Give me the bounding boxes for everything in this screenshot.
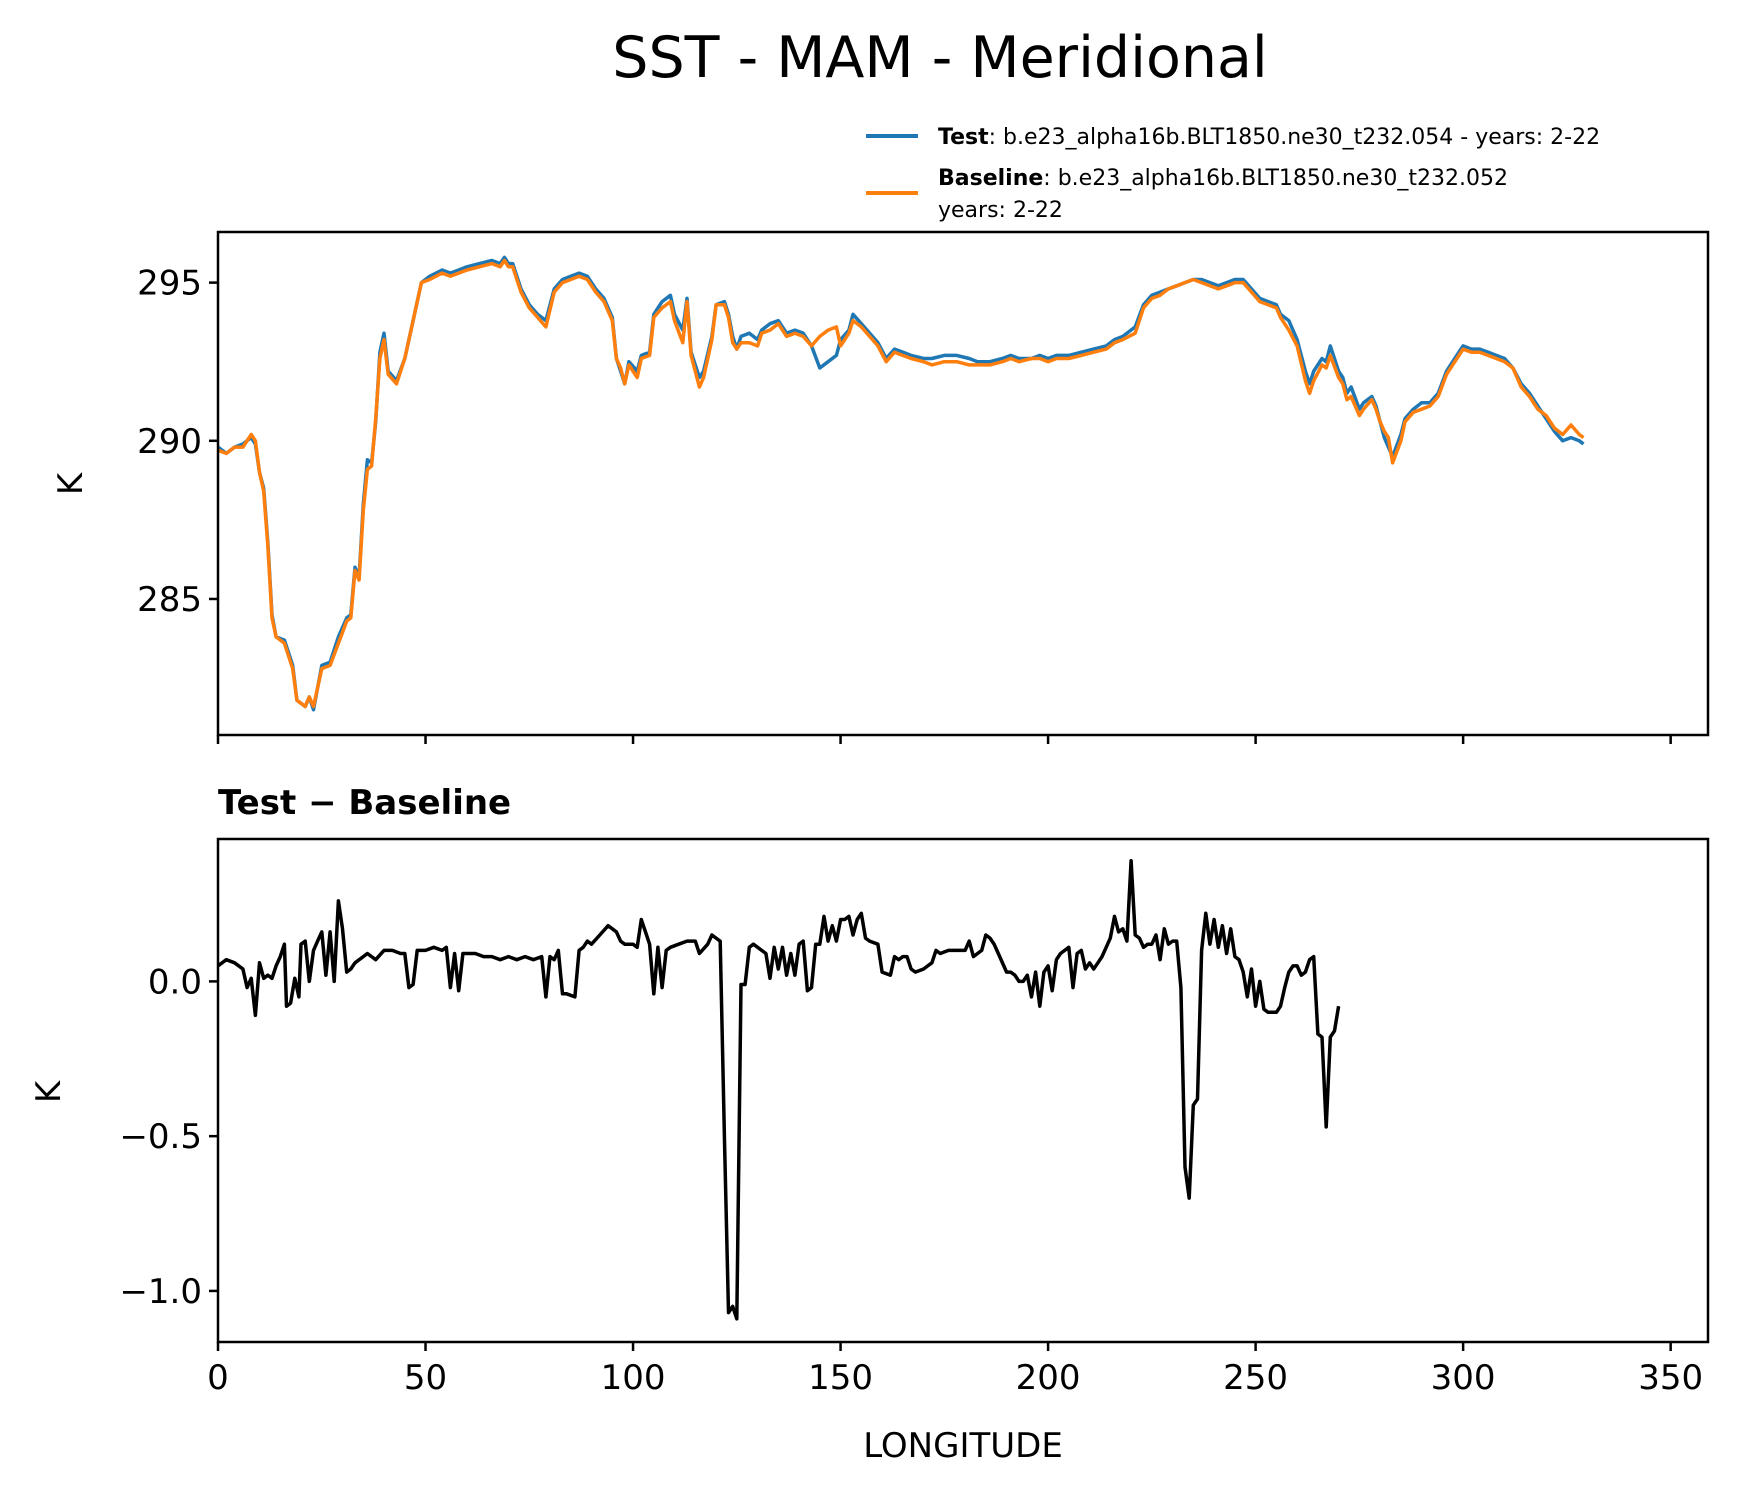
legend: Test: b.e23_alpha16b.BLT1850.ne30_t232.0…	[866, 125, 1600, 223]
top-axis-ticks: 285 290 295	[137, 264, 1672, 744]
legend-test-text: : b.e23_alpha16b.BLT1850.ne30_t232.054 -…	[989, 125, 1600, 150]
legend-baseline-name: Baseline	[938, 166, 1043, 191]
bottom-y-label: K	[29, 1079, 69, 1103]
bottom-axis-ticks: 0 50 100 150 200 250 300 350 0.0 −0.5 −1.0	[119, 962, 1703, 1398]
y-tick-label: 290	[137, 422, 202, 462]
series-line-test	[216, 255, 1585, 712]
x-tick-label: 50	[404, 1358, 447, 1398]
bottom-panel-title: Test − Baseline	[218, 783, 511, 823]
series-line-baseline	[217, 258, 1585, 709]
y-tick-label: 285	[137, 580, 202, 620]
series-line-test-baseline	[216, 858, 1341, 1321]
top-series-layer	[216, 255, 1585, 712]
y-tick-label: 295	[137, 264, 202, 304]
y-tick-label: −1.0	[119, 1272, 202, 1312]
legend-baseline-text: : b.e23_alpha16b.BLT1850.ne30_t232.052	[1043, 166, 1508, 191]
x-tick-label: 350	[1638, 1358, 1703, 1398]
y-tick-label: −0.5	[119, 1117, 202, 1157]
top-plot-frame	[216, 230, 1710, 737]
x-tick-label: 100	[601, 1358, 666, 1398]
x-tick-label: 300	[1431, 1358, 1496, 1398]
legend-test-name: Test	[938, 125, 989, 150]
y-tick-label: 0.0	[148, 962, 202, 1002]
x-tick-label: 0	[207, 1358, 229, 1398]
bottom-panel: Test − Baseline 0 50 100 150 200 250 300 350 0.0…	[29, 783, 1710, 1466]
top-panel: 285 290 295 K	[51, 230, 1710, 744]
legend-baseline-label: Baseline: b.e23_alpha16b.BLT1850.ne30_t2…	[938, 166, 1508, 191]
bottom-series-layer	[216, 858, 1341, 1321]
chart-title: SST - MAM - Meridional	[612, 25, 1267, 91]
x-tick-label: 150	[808, 1358, 873, 1398]
legend-test-label: Test: b.e23_alpha16b.BLT1850.ne30_t232.0…	[938, 125, 1600, 150]
bottom-plot-frame	[216, 837, 1710, 1344]
x-tick-label: 200	[1016, 1358, 1081, 1398]
top-y-label: K	[51, 471, 91, 495]
bottom-x-label: LONGITUDE	[863, 1426, 1063, 1466]
legend-baseline-years: years: 2-22	[938, 198, 1063, 223]
x-tick-label: 250	[1223, 1358, 1288, 1398]
